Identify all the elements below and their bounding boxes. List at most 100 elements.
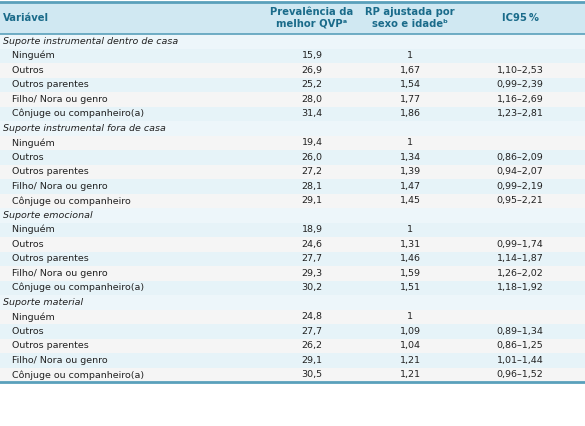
Text: Outros: Outros: [3, 66, 44, 75]
Text: 1,04: 1,04: [400, 341, 421, 350]
Bar: [0, 78, 585, 92]
Text: Cônjuge ou companheiro(a): Cônjuge ou companheiro(a): [3, 109, 144, 118]
Text: 1,86: 1,86: [400, 109, 421, 118]
Text: 0,95–2,21: 0,95–2,21: [497, 196, 543, 205]
Text: 1,45: 1,45: [400, 196, 421, 205]
Text: 28,0: 28,0: [301, 95, 322, 104]
Text: 1,14–1,87: 1,14–1,87: [497, 254, 543, 263]
Text: 1,67: 1,67: [400, 66, 421, 75]
Bar: [0, 106, 585, 121]
Bar: [0, 135, 585, 150]
Bar: [0, 2, 585, 34]
Text: 1,77: 1,77: [400, 95, 421, 104]
Text: Variável: Variável: [3, 13, 49, 23]
Bar: [0, 92, 585, 106]
Text: 30,5: 30,5: [301, 370, 322, 379]
Text: 29,1: 29,1: [301, 196, 322, 205]
Text: 0,99–2,39: 0,99–2,39: [497, 80, 543, 89]
Text: 30,2: 30,2: [301, 283, 322, 292]
Bar: [0, 179, 585, 193]
Text: 1,31: 1,31: [400, 240, 421, 249]
Text: 1,09: 1,09: [400, 327, 421, 336]
Text: 1: 1: [407, 225, 413, 234]
Bar: [0, 310, 585, 324]
Text: Outros: Outros: [3, 153, 44, 162]
Text: Outros parentes: Outros parentes: [3, 167, 89, 176]
Text: Filho/ Nora ou genro: Filho/ Nora ou genro: [3, 356, 108, 365]
Text: 0,86–2,09: 0,86–2,09: [497, 153, 543, 162]
Text: Ninguém: Ninguém: [3, 51, 55, 60]
Text: 1,51: 1,51: [400, 283, 421, 292]
Text: Prevalência da
melhor QVPᵃ: Prevalência da melhor QVPᵃ: [270, 7, 353, 29]
Text: 1: 1: [407, 51, 413, 60]
Text: IC95 %: IC95 %: [501, 13, 539, 23]
Text: 1,21: 1,21: [400, 356, 421, 365]
Text: 26,0: 26,0: [301, 153, 322, 162]
Text: 1,34: 1,34: [400, 153, 421, 162]
Bar: [0, 368, 585, 382]
Text: Suporte instrumental dentro de casa: Suporte instrumental dentro de casa: [3, 37, 178, 46]
Text: Filho/ Nora ou genro: Filho/ Nora ou genro: [3, 269, 108, 278]
Text: Filho/ Nora ou genro: Filho/ Nora ou genro: [3, 95, 108, 104]
Text: 1,59: 1,59: [400, 269, 421, 278]
Text: Ninguém: Ninguém: [3, 138, 55, 147]
Text: 0,96–1,52: 0,96–1,52: [497, 370, 543, 379]
Text: Ninguém: Ninguém: [3, 225, 55, 234]
Text: 19,4: 19,4: [301, 138, 322, 147]
Text: 1: 1: [407, 138, 413, 147]
Text: 0,99–2,19: 0,99–2,19: [497, 182, 543, 191]
Bar: [0, 353, 585, 368]
Text: 18,9: 18,9: [301, 225, 322, 234]
Text: 1,01–1,44: 1,01–1,44: [497, 356, 543, 365]
Bar: [0, 208, 585, 222]
Text: 1,10–2,53: 1,10–2,53: [497, 66, 543, 75]
Text: RP ajustada por
sexo e idadeᵇ: RP ajustada por sexo e idadeᵇ: [365, 7, 455, 29]
Text: Outros: Outros: [3, 327, 44, 336]
Bar: [0, 339, 585, 353]
Text: Outros parentes: Outros parentes: [3, 254, 89, 263]
Text: 26,2: 26,2: [301, 341, 322, 350]
Text: 1,18–1,92: 1,18–1,92: [497, 283, 543, 292]
Bar: [0, 49, 585, 63]
Text: Ninguém: Ninguém: [3, 312, 55, 322]
Text: Suporte material: Suporte material: [3, 298, 83, 307]
Text: 0,89–1,34: 0,89–1,34: [497, 327, 543, 336]
Text: 27,2: 27,2: [301, 167, 322, 176]
Text: 1,16–2,69: 1,16–2,69: [497, 95, 543, 104]
Bar: [0, 266, 585, 280]
Text: 1,26–2,02: 1,26–2,02: [497, 269, 543, 278]
Bar: [0, 237, 585, 251]
Text: 1,46: 1,46: [400, 254, 421, 263]
Bar: [0, 63, 585, 78]
Text: 1,21: 1,21: [400, 370, 421, 379]
Bar: [0, 121, 585, 135]
Text: 15,9: 15,9: [301, 51, 322, 60]
Bar: [0, 150, 585, 164]
Text: Cônjuge ou companheiro(a): Cônjuge ou companheiro(a): [3, 370, 144, 380]
Text: 27,7: 27,7: [301, 327, 322, 336]
Text: Outros: Outros: [3, 240, 44, 249]
Text: 0,86–1,25: 0,86–1,25: [497, 341, 543, 350]
Text: 28,1: 28,1: [301, 182, 322, 191]
Bar: [0, 251, 585, 266]
Bar: [0, 193, 585, 208]
Text: Cônjuge ou companheiro: Cônjuge ou companheiro: [3, 196, 131, 205]
Text: 1: 1: [407, 312, 413, 321]
Bar: [0, 34, 585, 49]
Text: 29,3: 29,3: [301, 269, 322, 278]
Text: Outros parentes: Outros parentes: [3, 80, 89, 89]
Text: 27,7: 27,7: [301, 254, 322, 263]
Bar: [0, 295, 585, 310]
Text: Cônjuge ou companheiro(a): Cônjuge ou companheiro(a): [3, 283, 144, 293]
Text: Suporte emocional: Suporte emocional: [3, 211, 92, 220]
Text: 1,23–2,81: 1,23–2,81: [497, 109, 543, 118]
Text: 24,8: 24,8: [301, 312, 322, 321]
Bar: [0, 222, 585, 237]
Text: 1,39: 1,39: [400, 167, 421, 176]
Text: 1,54: 1,54: [400, 80, 421, 89]
Bar: [0, 324, 585, 339]
Text: Suporte instrumental fora de casa: Suporte instrumental fora de casa: [3, 124, 166, 133]
Bar: [0, 280, 585, 295]
Bar: [0, 164, 585, 179]
Text: 25,2: 25,2: [301, 80, 322, 89]
